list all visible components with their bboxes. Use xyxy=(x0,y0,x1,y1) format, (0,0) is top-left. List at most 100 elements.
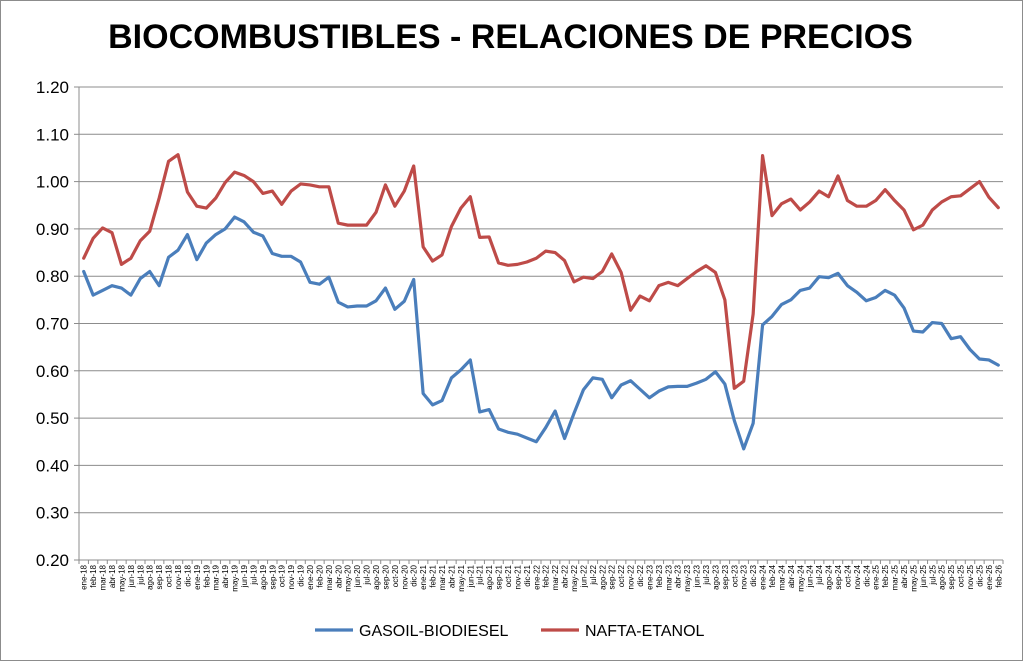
x-tick-label: may-23 xyxy=(683,564,692,591)
x-tick-label: nov-19 xyxy=(287,564,296,589)
x-tick-label: feb-24 xyxy=(768,564,777,587)
x-tick-label: dic-19 xyxy=(297,564,306,586)
x-tick-label: may-24 xyxy=(796,564,805,591)
x-tick-label: feb-21 xyxy=(429,564,438,587)
x-tick-label: sep-25 xyxy=(947,564,956,589)
x-tick-label: ago-24 xyxy=(825,564,834,589)
x-tick-label: feb-25 xyxy=(881,564,890,587)
y-tick-label: 0.50 xyxy=(36,409,69,428)
x-tick-label: mar-20 xyxy=(325,564,334,590)
x-tick-label: feb-23 xyxy=(655,564,664,587)
x-tick-label: feb-19 xyxy=(202,564,211,587)
x-tick-label: jul-18 xyxy=(136,564,145,585)
x-tick-label: may-18 xyxy=(117,564,126,591)
x-tick-label: mar-24 xyxy=(777,564,786,590)
series-lines xyxy=(82,153,1000,451)
x-tick-label: abr-25 xyxy=(900,564,909,588)
x-tick-label: oct-25 xyxy=(957,564,966,587)
x-tick-label: oct-21 xyxy=(504,564,513,587)
x-tick-label: may-22 xyxy=(570,564,579,591)
x-tick-label: sep-24 xyxy=(834,564,843,589)
x-tick-label: ene-21 xyxy=(419,564,428,589)
x-tick-label: jun-20 xyxy=(353,564,362,588)
x-tick-label: mar-19 xyxy=(212,564,221,590)
y-tick-label: 1.00 xyxy=(36,173,69,192)
x-tick-label: ene-22 xyxy=(532,564,541,589)
x-tick-label: dic-24 xyxy=(862,564,871,586)
x-tick-label: oct-19 xyxy=(278,564,287,587)
y-tick-label: 0.40 xyxy=(36,456,69,475)
x-tick-label: jul-19 xyxy=(249,564,258,585)
x-tick-label: nov-24 xyxy=(853,564,862,589)
x-tick-label: sep-22 xyxy=(608,564,617,589)
x-tick-label: abr-20 xyxy=(334,564,343,588)
x-tick-label: nov-20 xyxy=(400,564,409,589)
x-tick-label: nov-21 xyxy=(513,564,522,589)
x-tick-label: ene-24 xyxy=(759,564,768,589)
x-tick-label: nov-18 xyxy=(174,564,183,589)
legend: GASOIL-BIODIESEL NAFTA-ETANOL xyxy=(315,623,705,640)
x-tick-label: jun-22 xyxy=(579,564,588,588)
x-tick-label: nov-22 xyxy=(627,564,636,589)
x-tick-label: abr-18 xyxy=(108,564,117,588)
x-tick-label: sep-20 xyxy=(381,564,390,589)
x-tick-label: ago-21 xyxy=(485,564,494,589)
x-tick-label: oct-20 xyxy=(391,564,400,587)
x-tick-label: may-25 xyxy=(909,564,918,591)
x-tick-label: abr-24 xyxy=(787,564,796,588)
x-tick-label: nov-25 xyxy=(966,564,975,589)
x-tick-label: feb-18 xyxy=(89,564,98,587)
x-tick-label: oct-23 xyxy=(730,564,739,587)
x-tick-label: ago-22 xyxy=(598,564,607,589)
x-tick-label: feb-26 xyxy=(994,564,1003,587)
x-tick-label: dic-22 xyxy=(636,564,645,586)
y-tick-label: 0.30 xyxy=(36,504,69,523)
x-tick-label: jul-22 xyxy=(589,564,598,585)
x-tick-label: dic-23 xyxy=(749,564,758,586)
x-tick-label: jun-25 xyxy=(919,564,928,588)
x-tick-label: nov-23 xyxy=(740,564,749,589)
y-tick-label: 1.10 xyxy=(36,125,69,144)
series-line-nafta-etanol xyxy=(82,153,1000,390)
y-tick-label: 0.20 xyxy=(36,551,69,570)
x-tick-label: ene-26 xyxy=(985,564,994,589)
y-tick-label: 1.20 xyxy=(36,78,69,97)
x-tick-label: oct-22 xyxy=(617,564,626,587)
x-tick-label: jun-24 xyxy=(806,564,815,588)
x-tick-label: oct-24 xyxy=(843,564,852,587)
series-line-gasoil-biodiesel xyxy=(82,215,1000,451)
x-tick-label: ene-20 xyxy=(306,564,315,589)
chart-title: BIOCOMBUSTIBLES - RELACIONES DE PRECIOS xyxy=(108,18,913,56)
x-tick-label: may-20 xyxy=(344,564,353,591)
x-tick-label: abr-23 xyxy=(674,564,683,588)
x-tick-label: sep-18 xyxy=(155,564,164,589)
x-tick-label: jul-25 xyxy=(928,564,937,585)
x-tick-label: dic-21 xyxy=(523,564,532,586)
x-tick-label: ene-23 xyxy=(645,564,654,589)
x-tick-label: ago-19 xyxy=(259,564,268,589)
x-tick-label: jun-21 xyxy=(466,564,475,588)
x-tick-label: jun-18 xyxy=(127,564,136,588)
x-tick-label: ago-25 xyxy=(938,564,947,589)
x-tick-label: abr-21 xyxy=(447,564,456,588)
x-tick-label: ago-20 xyxy=(372,564,381,589)
x-tick-label: jul-20 xyxy=(363,564,372,585)
x-tick-label: mar-22 xyxy=(551,564,560,590)
x-tick-label: jun-23 xyxy=(693,564,702,588)
x-tick-label: dic-18 xyxy=(183,564,192,586)
x-tick-label: jun-19 xyxy=(240,564,249,588)
x-tick-label: sep-21 xyxy=(495,564,504,589)
x-tick-label: oct-18 xyxy=(165,564,174,587)
grid-lines xyxy=(79,86,1003,561)
x-tick-label: abr-22 xyxy=(561,564,570,588)
x-tick-label: jul-23 xyxy=(702,564,711,585)
x-tick-label: ene-19 xyxy=(193,564,202,589)
x-tick-label: sep-19 xyxy=(268,564,277,589)
x-tick-label: jul-21 xyxy=(476,564,485,585)
x-tick-label: mar-21 xyxy=(438,564,447,590)
x-tick-label: sep-23 xyxy=(721,564,730,589)
x-axis: ene-18 feb-18 mar-18 abr-18 may-18 jun-18 jul-… xyxy=(78,560,1004,592)
x-tick-label: may-19 xyxy=(231,564,240,591)
